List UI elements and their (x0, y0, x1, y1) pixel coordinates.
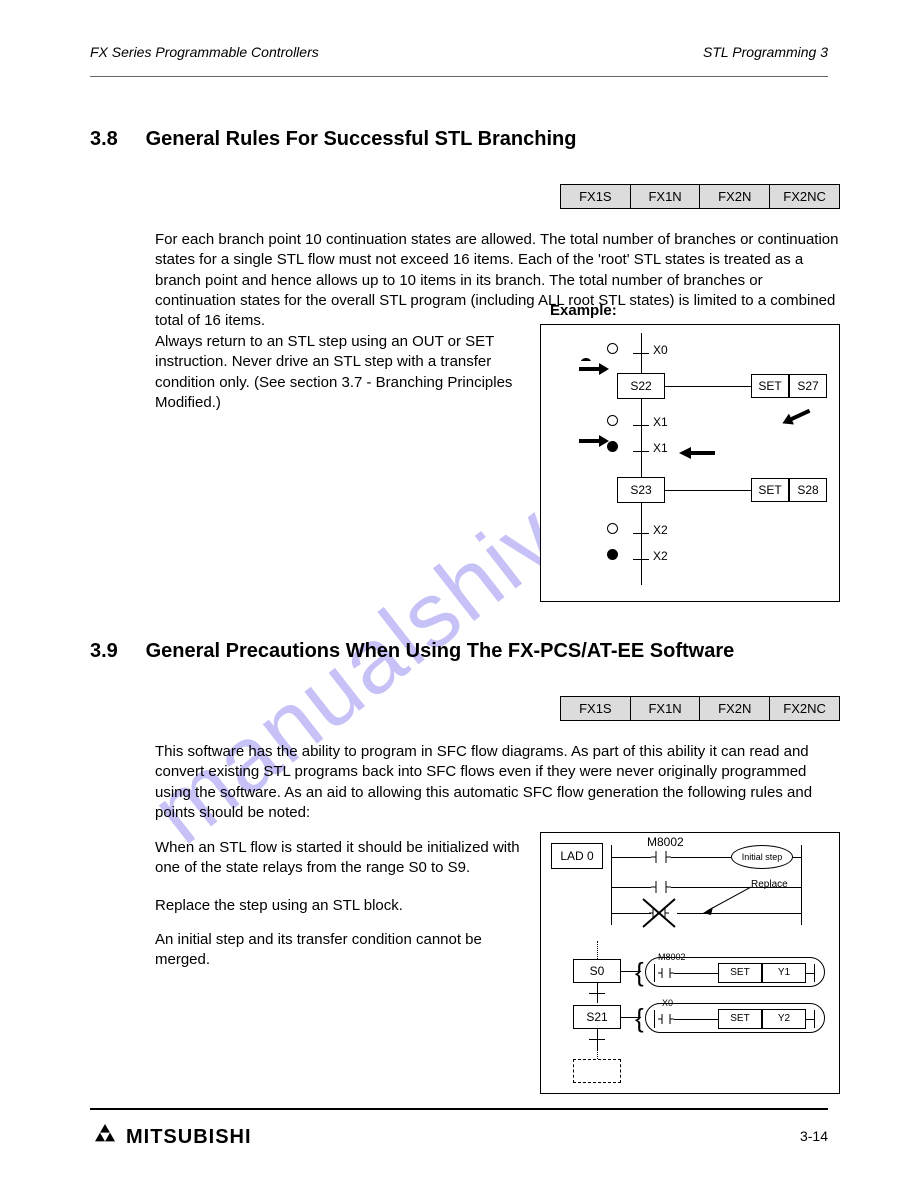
mitsubishi-logo-icon (90, 1124, 120, 1150)
trans-label: X1 (653, 441, 668, 455)
plc-cell: FX1N (630, 697, 700, 721)
footer-rule (90, 1108, 828, 1110)
step-box: S22 (617, 373, 665, 399)
hand-icon (677, 437, 717, 466)
step-box: S23 (617, 477, 665, 503)
mitsubishi-logo: MITSUBISHI (90, 1124, 252, 1150)
sec-num: 3.8 (90, 128, 118, 150)
bullet-1: When an STL flow is started it should be… (155, 838, 525, 879)
trans-label: X1 (653, 415, 668, 429)
set-box: SET (718, 1009, 762, 1029)
sec-num: 3.9 (90, 640, 118, 662)
sec-title-text: General Precautions When Using The FX-PC… (146, 640, 735, 662)
set-target: S27 (789, 374, 827, 398)
plc-cell: FX1S (561, 185, 631, 209)
plc-cell: FX2NC (770, 697, 840, 721)
replace-label: Replace (751, 879, 788, 890)
contact-icon (658, 1011, 674, 1032)
header-rule (90, 76, 828, 77)
diagram-ladder-sfc: LAD 0 M8002 Initial step Replace S0 M8 (540, 832, 840, 1094)
section-3-8-note: Always return to an STL step using an OU… (155, 332, 525, 413)
set-target: S28 (789, 478, 827, 502)
section-3-9-body: This software has the ability to program… (155, 742, 840, 823)
device-label: M8002 (647, 835, 684, 849)
bullet-3: An initial step and its transfer conditi… (155, 930, 525, 971)
plc-cell: FX2NC (770, 185, 840, 209)
diagram-stl-branching: X0 S22 SET S27 X1 X1 S23 SET S28 (540, 324, 840, 602)
set-target: Y2 (762, 1009, 806, 1029)
contact-icon (651, 849, 671, 870)
x-cross-icon (641, 897, 677, 934)
header-right: STL Programming 3 (703, 44, 828, 60)
bullet-2: Replace the step using an STL block. (155, 896, 525, 916)
section-3-9-title: 3.9 General Precautions When Using The F… (90, 640, 734, 663)
hand-icon (577, 427, 611, 454)
trans-label: X0 (653, 343, 668, 357)
set-target: Y1 (762, 963, 806, 983)
contact-icon (658, 965, 674, 986)
device-label: M8002 (658, 952, 686, 962)
dashed-step (573, 1059, 621, 1083)
plc-cell: FX2N (700, 697, 770, 721)
page-number: 3-14 (800, 1128, 828, 1144)
ladder-block: M8002 SET Y1 (645, 957, 825, 987)
hand-icon (779, 403, 813, 430)
output-coil: Initial step (731, 845, 793, 869)
device-label: X0 (662, 998, 673, 1008)
plc-cell: FX1N (630, 185, 700, 209)
step-box: S0 (573, 959, 621, 983)
page-header: FX Series Programmable Controllers STL P… (90, 44, 828, 60)
step-box: S21 (573, 1005, 621, 1029)
trans-label: X2 (653, 549, 668, 563)
sec-title-text: General Rules For Successful STL Branchi… (146, 128, 577, 150)
example-label: Example: (550, 302, 617, 319)
ladder-block: X0 SET Y2 (645, 1003, 825, 1033)
brace-icon: { (635, 1003, 644, 1034)
set-box: SET (751, 478, 789, 502)
plc-applicability-table-2: FX1S FX1N FX2N FX2NC (560, 696, 840, 721)
brace-icon: { (635, 957, 644, 988)
set-box: SET (718, 963, 762, 983)
plc-cell: FX1S (561, 697, 631, 721)
hand-icon (577, 355, 611, 382)
trans-label: X2 (653, 523, 668, 537)
page: FX Series Programmable Controllers STL P… (0, 0, 918, 1188)
plc-cell: FX2N (700, 185, 770, 209)
set-box: SET (751, 374, 789, 398)
plc-applicability-table-1: FX1S FX1N FX2N FX2NC (560, 184, 840, 209)
section-3-8-body: For each branch point 10 continuation st… (155, 230, 840, 331)
section-3-8-title: 3.8 General Rules For Successful STL Bra… (90, 128, 576, 151)
lad-block: LAD 0 (551, 843, 603, 869)
logo-text: MITSUBISHI (126, 1126, 252, 1149)
header-left: FX Series Programmable Controllers (90, 44, 319, 60)
